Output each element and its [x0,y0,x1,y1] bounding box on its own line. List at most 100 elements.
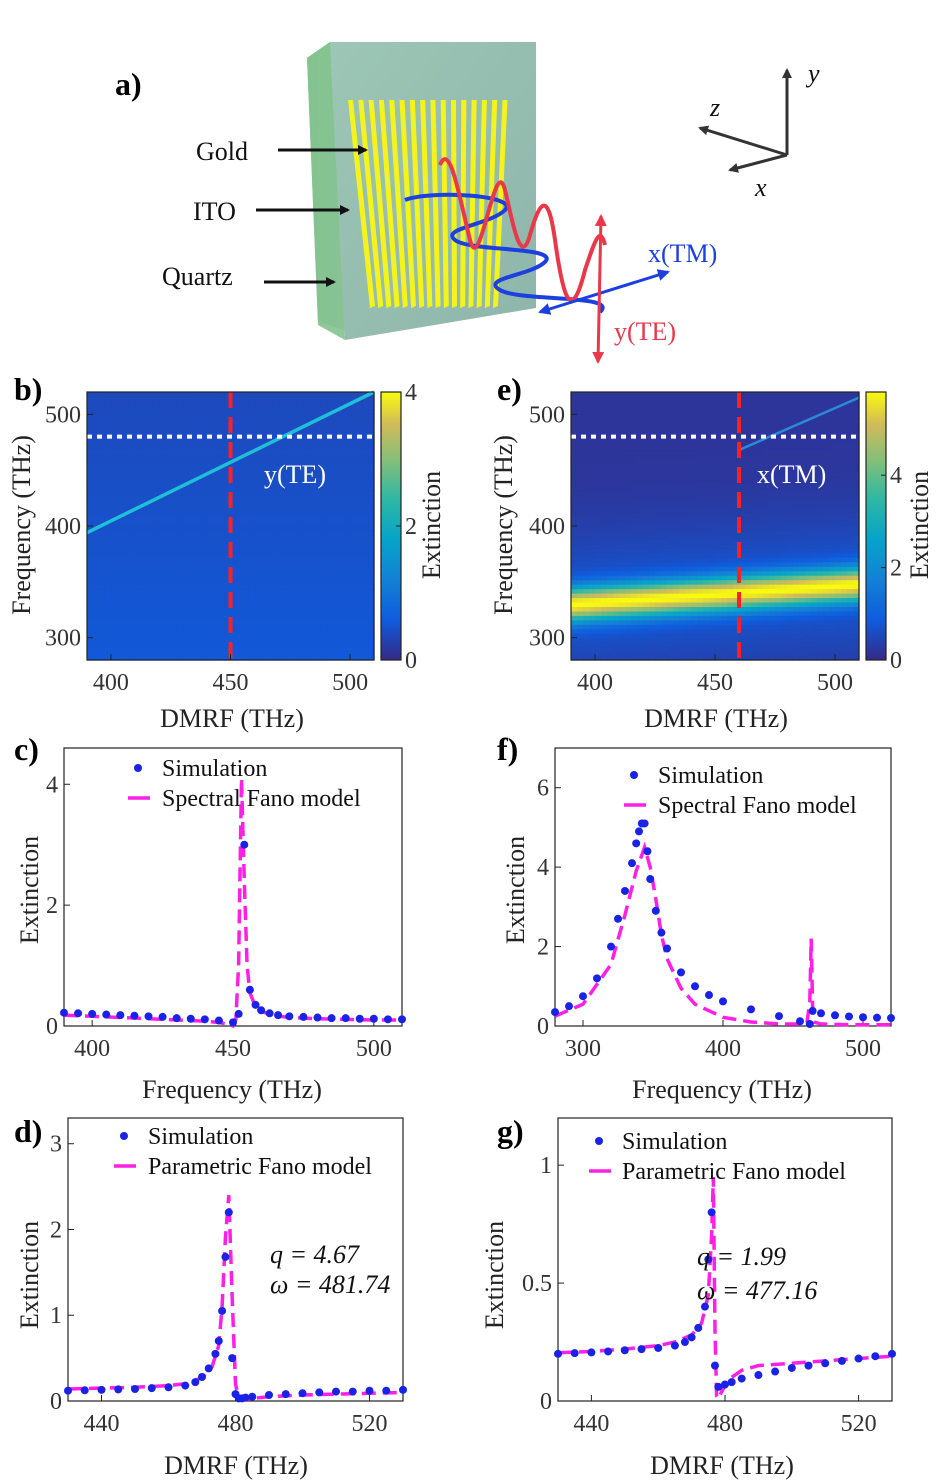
heatmap-cell [128,543,136,549]
heatmap-cell [188,409,196,415]
heatmap-cell [302,561,309,567]
heatmap-cell [637,570,644,576]
heatmap-cell [571,588,578,594]
heatmap-cell [721,557,728,563]
heatmap-cell [673,548,680,554]
heatmap-cell [212,494,220,500]
heatmap-cell [577,503,584,509]
heatmap-cell [745,445,752,451]
heatmap-cell [721,476,728,482]
heatmap-cell [589,584,596,590]
heatmap-cell [661,436,668,442]
heatmap-cell [769,503,776,509]
heatmap-cell [721,463,728,469]
heatmap-cell [236,481,244,487]
heatmap-cell [320,423,327,429]
heatmap-cell [158,548,166,554]
heatmap-cell [571,543,578,549]
heatmap-cell [110,642,118,648]
heatmap-cell [296,485,303,491]
heatmap-cell [230,463,238,469]
heatmap-cell [709,459,716,465]
heatmap-cell [595,423,602,429]
heatmap-cell [320,628,327,634]
heatmap-cell [296,588,303,594]
heatmap-cell [655,642,662,648]
heatmap-cell [87,400,94,406]
heatmap-cell [769,499,776,505]
heatmap-cell [98,400,106,406]
heatmap-cell [619,642,626,648]
heatmap-cell [721,459,728,465]
heatmap-cell [242,454,250,460]
heatmap-cell [176,610,184,616]
heatmap-cell [200,633,208,639]
heatmap-cell [128,512,136,518]
heatmap-cell [595,445,602,451]
heatmap-cell [697,432,704,438]
heatmap-cell [763,512,770,518]
heatmap-cell [709,441,716,447]
heatmap-cell [350,606,357,612]
heatmap-cell [655,521,662,527]
heatmap-cell [272,427,279,433]
heatmap-cell [601,642,608,648]
heatmap-cell [200,588,208,594]
heatmap-cell [362,655,369,661]
heatmap-cell [338,414,345,420]
heatmap-cell [302,597,309,603]
heatmap-cell [266,517,273,523]
heatmap-cell [643,646,650,652]
heatmap-cell [344,467,351,473]
heatmap-cell [649,445,656,451]
heatmap-cell [769,543,776,549]
heatmap-cell [98,651,106,657]
heatmap-cell [344,423,351,429]
heatmap-cell [236,637,244,643]
heatmap-cell [715,561,722,567]
heatmap-cell [170,642,178,648]
heatmap-cell [577,508,584,514]
heatmap-cell [158,503,166,509]
heatmap-cell [589,405,596,411]
heatmap-cell [763,409,770,415]
heatmap-cell [134,615,142,621]
heatmap-cell [146,548,154,554]
heatmap-cell [128,526,136,532]
heatmap-cell [691,633,698,639]
heatmap-cell [218,552,226,558]
heatmap-cell [643,445,650,451]
heatmap-cell [757,445,764,451]
heatmap-cell [170,490,178,496]
heatmap-cell [326,445,333,451]
heatmap-cell [182,400,190,406]
heatmap-cell [176,543,184,549]
heatmap-cell [146,445,154,451]
heatmap-cell [751,561,758,567]
heatmap-cell [643,459,650,465]
heatmap-cell [697,450,704,456]
heatmap-cell [362,570,369,576]
heatmap-cell [368,450,375,456]
heatmap-cell [116,552,124,558]
heatmap-cell [601,463,608,469]
heatmap-cell [326,624,333,630]
heatmap-cell [212,503,220,509]
heatmap-cell [230,606,238,612]
heatmap-cell [302,436,309,442]
heatmap-cell [751,405,758,411]
heatmap-cell [589,539,596,545]
heatmap-cell [595,405,602,411]
heatmap-cell [757,642,764,648]
heatmap-cell [230,548,238,554]
heatmap-cell [571,570,578,576]
heatmap-cell [619,423,626,429]
heatmap-cell [104,445,112,451]
heatmap-cell [308,512,315,518]
heatmap-cell [326,405,333,411]
heatmap-cell [314,579,321,585]
heatmap-cell [290,575,297,581]
heatmap-cell [691,628,698,634]
heatmap-cell [332,392,339,398]
heatmap-cell [87,552,94,558]
